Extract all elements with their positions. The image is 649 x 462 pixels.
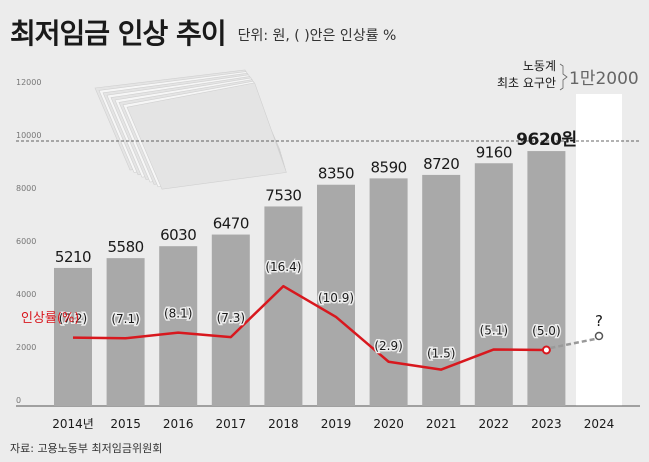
bar-value-label: 7530 — [265, 186, 301, 204]
series-name-label: 인상률(%) — [21, 311, 79, 326]
y-tick-label: 4000 — [16, 290, 36, 299]
bar-value-label: 9160 — [476, 143, 512, 161]
chart-subtitle: 단위: 원, ( )안은 인상률 % — [237, 28, 397, 44]
money-stack-illustration — [94, 69, 287, 190]
y-tick-label: 10000 — [16, 131, 41, 140]
annotation-brace — [559, 63, 568, 91]
annotation-line1: 노동계 — [523, 59, 556, 73]
title-row: 최저임금 인상 추이 단위: 원, ( )안은 인상률 % — [10, 8, 396, 52]
bar — [369, 178, 408, 406]
x-tick-label: 2022 — [479, 417, 510, 431]
growth-rate-label: (7.2) — [59, 312, 87, 326]
x-tick-label: 2024 — [584, 417, 615, 431]
chart-title: 최저임금 인상 추이 — [10, 17, 227, 50]
x-tick-label: 2023 — [531, 417, 562, 431]
x-tick-label: 2020 — [373, 417, 404, 431]
bar-value-label: 8720 — [423, 155, 459, 173]
x-tick-label: 2016 — [163, 417, 194, 431]
growth-rate-label: (1.5) — [427, 347, 455, 361]
bar-value-label: 8590 — [371, 158, 407, 176]
x-tick-label: 2015 — [110, 417, 141, 431]
growth-rate-label: (7.3) — [217, 311, 245, 325]
y-tick-label: 2000 — [16, 343, 36, 352]
bar — [211, 234, 250, 406]
x-tick-label: 2021 — [426, 417, 457, 431]
projection-column — [576, 94, 622, 406]
bar-value-label: 5210 — [55, 248, 91, 266]
annotation-line2: 최초 요구안 — [497, 76, 556, 90]
growth-rate-label: (5.1) — [480, 323, 508, 337]
bar-value-label: 8350 — [318, 165, 354, 183]
growth-rate-label: (16.4) — [265, 260, 301, 274]
bar — [264, 206, 303, 406]
growth-rate-line — [72, 284, 547, 371]
bar — [106, 258, 145, 406]
y-tick-label: 8000 — [16, 184, 36, 193]
growth-rate-label: (8.1) — [164, 307, 192, 321]
annotation-value: 1만2000 — [569, 69, 639, 89]
growth-rate-label: (2.9) — [374, 339, 402, 353]
bar-value-label: 6470 — [213, 215, 249, 233]
bar — [422, 174, 461, 406]
bar — [317, 184, 355, 406]
growth-rate-end-marker — [541, 345, 551, 355]
bar-value-label: 9620원 — [516, 130, 576, 150]
x-tick-label: 2018 — [268, 417, 299, 431]
projection-question-label: ? — [595, 312, 603, 330]
bar — [527, 151, 566, 406]
growth-rate-label: (5.0) — [532, 324, 560, 338]
bar-value-label: 5580 — [108, 238, 144, 256]
growth-rate-label: (10.9) — [318, 291, 354, 305]
source-note: 자료: 고용노동부 최저임금위원회 — [10, 442, 163, 455]
x-tick-label: 2017 — [216, 417, 247, 431]
projection-marker — [594, 331, 604, 341]
x-tick-label: 2019 — [321, 417, 352, 431]
y-tick-label: 12000 — [16, 78, 41, 87]
growth-rate-label: (7.1) — [111, 312, 139, 326]
x-tick-label: 2014년 — [52, 417, 94, 431]
bar-value-label: 6030 — [160, 226, 196, 244]
y-tick-label: 0 — [16, 396, 21, 405]
y-tick-label: 6000 — [16, 237, 36, 246]
bar — [474, 163, 513, 406]
bar — [159, 246, 198, 406]
